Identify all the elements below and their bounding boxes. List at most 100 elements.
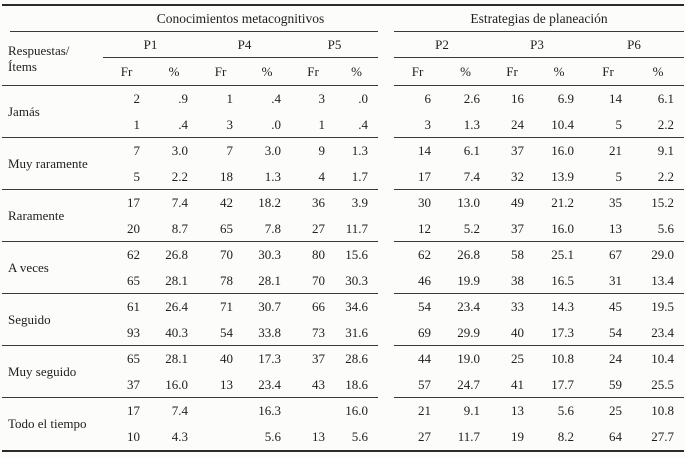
value-cell: 5 bbox=[615, 117, 623, 132]
value-cell: 7 bbox=[133, 143, 141, 158]
value-cell: 23.4 bbox=[457, 299, 480, 314]
row-left-group: Todo el tiempo 17 7.4 16.3 16.0 10 4.3 5.6 13 5… bbox=[2, 398, 378, 450]
row-right-group: 62 26.8 58 25.1 67 29.0 46 19.9 38 16.5 31 13.4 bbox=[394, 242, 684, 294]
value-cell: 19.5 bbox=[651, 299, 674, 314]
value-cell: 17.3 bbox=[551, 325, 574, 340]
value-line: 30 13.0 49 21.2 35 15.2 bbox=[394, 190, 684, 216]
value-cell: 3.9 bbox=[351, 195, 368, 210]
fr-header: Fr bbox=[411, 64, 424, 79]
value-cell: 30.3 bbox=[345, 273, 368, 288]
value-cell: 19 bbox=[511, 429, 524, 444]
value-cell: 2.2 bbox=[657, 169, 674, 184]
value-cell: 15.2 bbox=[651, 195, 674, 210]
row-header-line1: Respuestas/ bbox=[8, 42, 70, 58]
value-cell: 4.3 bbox=[171, 429, 188, 444]
table-row: Seguido 61 26.4 71 30.7 66 34.6 93 40.3 54 33.8 7… bbox=[2, 294, 686, 346]
value-cell: 12 bbox=[418, 221, 431, 236]
value-line: 17 7.4 42 18.2 36 3.9 bbox=[103, 190, 378, 216]
value-cell: 17 bbox=[418, 169, 431, 184]
value-line: 69 29.9 40 17.3 54 23.4 bbox=[394, 320, 684, 346]
value-cell: 13.4 bbox=[651, 273, 674, 288]
value-cell: 10.8 bbox=[551, 351, 574, 366]
value-line: 57 24.7 41 17.7 59 25.5 bbox=[394, 372, 684, 398]
value-line: 12 5.2 37 16.0 13 5.6 bbox=[394, 216, 684, 242]
value-cell: 9.1 bbox=[463, 403, 480, 418]
column-group-gap bbox=[378, 398, 394, 450]
value-cell: 5.6 bbox=[351, 429, 368, 444]
row-left-values: 2 .9 1 .4 3 .0 1 .4 3 .0 1 .4 bbox=[103, 86, 378, 137]
value-cell: 58 bbox=[511, 247, 524, 262]
value-line: 46 19.9 38 16.5 31 13.4 bbox=[394, 268, 684, 294]
value-cell: 31 bbox=[609, 273, 622, 288]
row-right-group: 54 23.4 33 14.3 45 19.5 69 29.9 40 17.3 54 23.4 bbox=[394, 294, 684, 346]
value-cell: 3.0 bbox=[171, 143, 188, 158]
group-title-conocimientos: Conocimientos metacognitivos bbox=[103, 6, 378, 32]
value-cell: 28.1 bbox=[165, 273, 188, 288]
left-group-headers: P1 P4 P5 Fr % Fr % Fr % bbox=[103, 32, 378, 86]
value-cell: 29.9 bbox=[457, 325, 480, 340]
value-line: 62 26.8 70 30.3 80 15.6 bbox=[103, 242, 378, 268]
column-group-gap bbox=[378, 242, 394, 294]
value-cell: 14.3 bbox=[551, 299, 574, 314]
fr-header: Fr bbox=[506, 64, 518, 79]
value-cell: 65 bbox=[220, 221, 233, 236]
value-cell: 24 bbox=[609, 351, 622, 366]
value-cell: 16.0 bbox=[551, 143, 574, 158]
value-cell: 25.1 bbox=[551, 247, 574, 262]
value-cell: .0 bbox=[358, 91, 368, 106]
value-cell: 7.4 bbox=[463, 169, 480, 184]
value-cell: 17.7 bbox=[551, 377, 574, 392]
value-line: 21 9.1 13 5.6 25 10.8 bbox=[394, 398, 684, 424]
value-cell: 7.8 bbox=[264, 221, 281, 236]
value-cell: 27.7 bbox=[651, 429, 674, 444]
value-cell: 54 bbox=[418, 299, 431, 314]
p1-header: P1 bbox=[143, 37, 158, 52]
value-cell: 49 bbox=[511, 195, 524, 210]
table-row: Muy seguido 65 28.1 40 17.3 37 28.6 37 16.0 13 2… bbox=[2, 346, 686, 398]
value-cell: 33 bbox=[511, 299, 524, 314]
value-cell: 17.3 bbox=[258, 351, 281, 366]
fr-header: Fr bbox=[120, 64, 133, 79]
row-left-group: A veces 62 26.8 70 30.3 80 15.6 65 28.1 78 28.1 7… bbox=[2, 242, 378, 294]
value-cell: 62 bbox=[127, 247, 140, 262]
value-cell: .4 bbox=[358, 117, 368, 132]
value-line: 93 40.3 54 33.8 73 31.6 bbox=[103, 320, 378, 346]
p3-header: P3 bbox=[530, 37, 544, 52]
value-cell: 41 bbox=[511, 377, 524, 392]
column-group-gap bbox=[378, 86, 394, 138]
group-title-estrategias: Estrategias de planeación bbox=[394, 6, 684, 32]
value-line: 17 7.4 32 13.9 5 2.2 bbox=[394, 164, 684, 190]
value-cell: 16 bbox=[511, 91, 524, 106]
value-cell: 4 bbox=[318, 169, 326, 184]
pct-header: % bbox=[351, 64, 362, 79]
value-cell: 28.1 bbox=[165, 351, 188, 366]
row-left-values: 61 26.4 71 30.7 66 34.6 93 40.3 54 33.8 73 31.6 bbox=[103, 294, 378, 345]
value-cell: 13 bbox=[220, 377, 233, 392]
value-cell: 1 bbox=[318, 117, 326, 132]
row-right-group: 30 13.0 49 21.2 35 15.2 12 5.2 37 16.0 13 5.6 bbox=[394, 190, 684, 242]
value-cell: 61 bbox=[127, 299, 140, 314]
value-cell: 33.8 bbox=[258, 325, 281, 340]
value-cell: 46 bbox=[418, 273, 431, 288]
value-cell: .4 bbox=[271, 91, 281, 106]
value-cell: 13 bbox=[312, 429, 325, 444]
value-cell: 10.8 bbox=[651, 403, 674, 418]
column-group-gap bbox=[378, 6, 394, 32]
value-cell: 3 bbox=[424, 117, 432, 132]
corner-spacer bbox=[10, 6, 103, 32]
column-group-gap bbox=[378, 190, 394, 242]
row-left-values: 62 26.8 70 30.3 80 15.6 65 28.1 78 28.1 70 30.3 bbox=[103, 242, 378, 293]
value-cell: 8.2 bbox=[557, 429, 574, 444]
fr-pct-left: Fr % Fr % Fr % bbox=[103, 58, 378, 86]
value-cell: 24.7 bbox=[457, 377, 480, 392]
value-cell: 10.4 bbox=[551, 117, 574, 132]
value-line: 5 2.2 18 1.3 4 1.7 bbox=[103, 164, 378, 190]
value-cell: 25.5 bbox=[651, 377, 674, 392]
value-cell: 13.0 bbox=[457, 195, 480, 210]
value-cell: 20 bbox=[127, 221, 140, 236]
value-cell: 23.4 bbox=[258, 377, 281, 392]
value-cell: 3 bbox=[318, 91, 326, 106]
value-cell: 40 bbox=[220, 351, 233, 366]
value-line: 10 4.3 5.6 13 5.6 bbox=[103, 424, 378, 450]
